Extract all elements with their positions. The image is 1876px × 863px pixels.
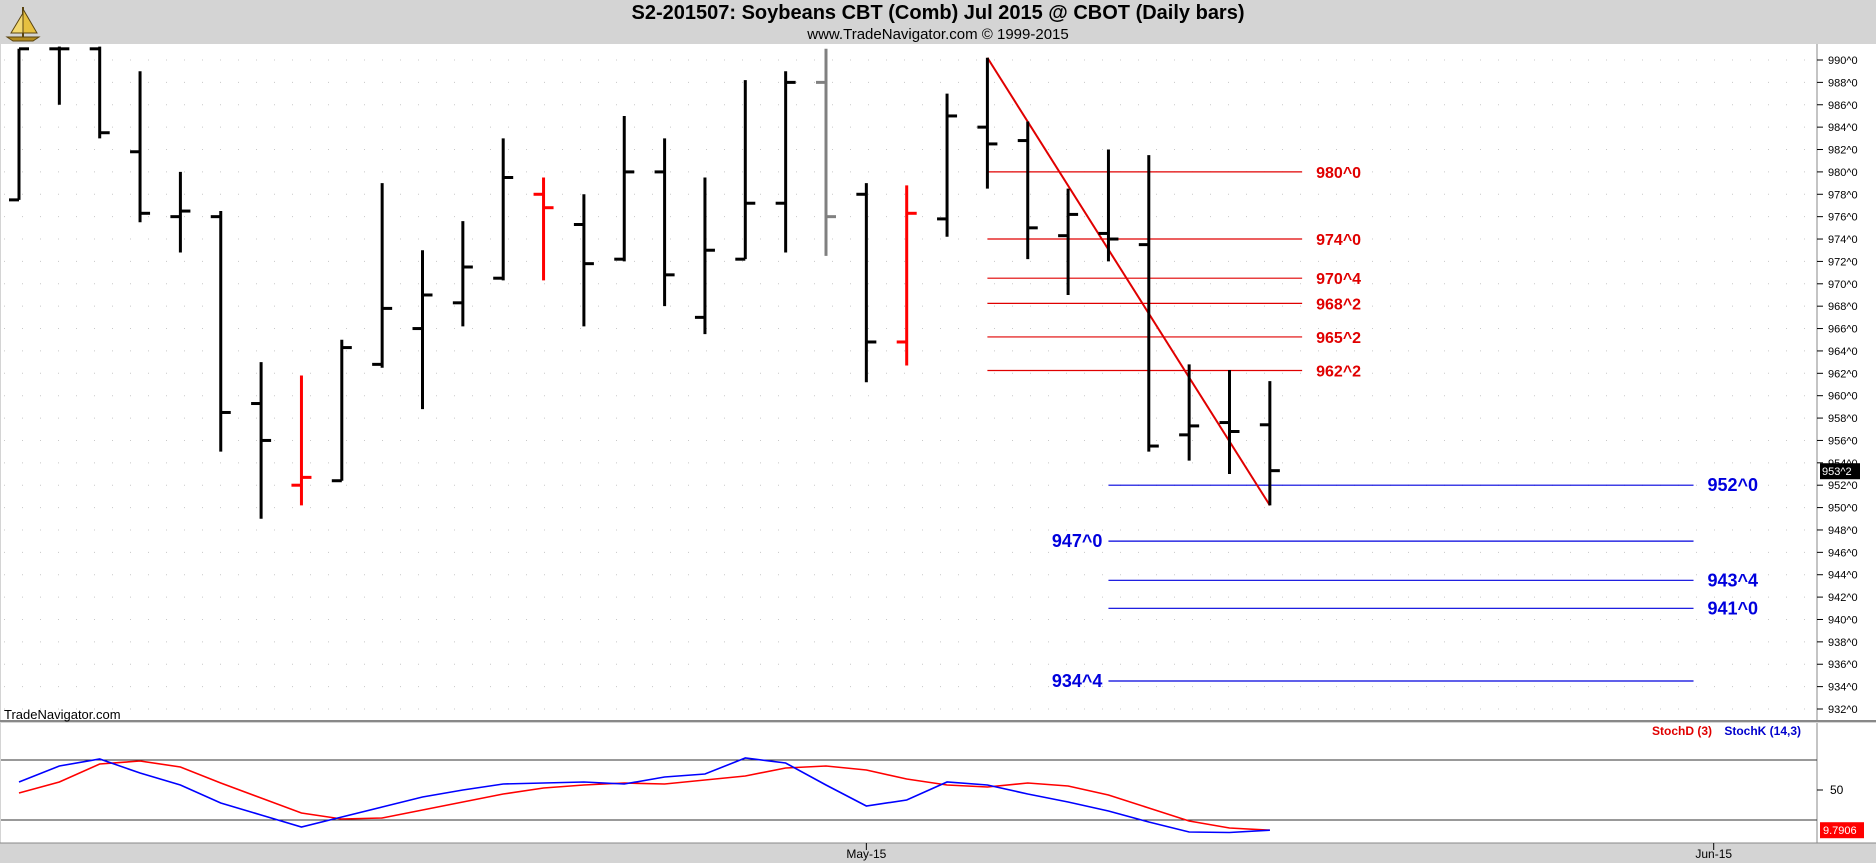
ohlc-bar bbox=[533, 177, 554, 281]
y-tick-label: 974^0 bbox=[1828, 234, 1858, 246]
current-price-label: 953^2 bbox=[1822, 466, 1852, 478]
y-tick-label: 980^0 bbox=[1828, 167, 1858, 179]
y-tick-label: 946^0 bbox=[1828, 547, 1858, 559]
y-tick-label: 976^0 bbox=[1828, 212, 1858, 224]
trendline bbox=[986, 57, 1271, 506]
y-tick-label: 962^0 bbox=[1828, 368, 1858, 380]
y-tick-label: 972^0 bbox=[1828, 256, 1858, 268]
y-tick-label: 968^0 bbox=[1828, 301, 1858, 313]
stoch-series-line bbox=[18, 757, 1270, 834]
stoch-current-marker bbox=[1820, 822, 1864, 839]
level-label: 968^2 bbox=[1316, 296, 1361, 313]
chart-title: S2-201507: Soybeans CBT (Comb) Jul 2015 … bbox=[631, 2, 1245, 24]
ohlc-bar bbox=[614, 115, 635, 262]
stoch-y-tick-label: 50 bbox=[1830, 783, 1844, 797]
y-tick-label: 990^0 bbox=[1828, 55, 1858, 67]
ohlc-bar bbox=[291, 375, 312, 506]
ohlc-bar bbox=[896, 185, 917, 366]
y-tick-label: 952^0 bbox=[1828, 480, 1858, 492]
level-label: 941^0 bbox=[1708, 598, 1759, 618]
ohlc-bar bbox=[735, 80, 756, 261]
level-label: 965^2 bbox=[1316, 330, 1361, 347]
y-tick-label: 940^0 bbox=[1828, 614, 1858, 626]
ohlc-bar bbox=[412, 250, 433, 410]
ohlc-bar bbox=[654, 138, 675, 307]
stoch-series-line bbox=[18, 760, 1270, 831]
ohlc-bar bbox=[694, 177, 715, 335]
y-tick-label: 984^0 bbox=[1828, 122, 1858, 134]
ohlc-bar bbox=[1179, 364, 1200, 461]
level-label: 974^0 bbox=[1316, 232, 1361, 249]
ohlc-bar bbox=[452, 221, 473, 327]
y-tick-label: 964^0 bbox=[1828, 346, 1858, 358]
ohlc-bar bbox=[1098, 149, 1119, 262]
legend-stochd: StochD (3) bbox=[1652, 724, 1712, 738]
y-tick-label: 944^0 bbox=[1828, 570, 1858, 582]
level-label: 980^0 bbox=[1316, 165, 1361, 182]
ohlc-bar bbox=[775, 71, 796, 253]
y-tick-label: 938^0 bbox=[1828, 637, 1858, 649]
y-tick-label: 958^0 bbox=[1828, 413, 1858, 425]
ohlc-bar bbox=[89, 46, 110, 139]
ohlc-bar bbox=[1259, 381, 1280, 506]
y-tick-label: 932^0 bbox=[1828, 704, 1858, 716]
ohlc-bar bbox=[9, 47, 29, 202]
ohlc-bar bbox=[372, 183, 393, 368]
y-tick-label: 950^0 bbox=[1828, 503, 1858, 515]
price-axis-panel bbox=[1817, 44, 1876, 720]
y-tick-label: 960^0 bbox=[1828, 391, 1858, 403]
ohlc-bar bbox=[1017, 121, 1038, 260]
ohlc-bar bbox=[170, 171, 191, 253]
ohlc-bar bbox=[331, 339, 352, 483]
price-plot-area bbox=[1, 44, 1817, 720]
tradenavigator-logo-icon bbox=[5, 7, 41, 42]
stoch-current-label: 9.7906 bbox=[1823, 825, 1857, 837]
legend-stochk: StochK (14,3) bbox=[1724, 724, 1801, 738]
ohlc-bar bbox=[210, 211, 231, 452]
y-tick-label: 942^0 bbox=[1828, 592, 1858, 604]
ohlc-bar bbox=[573, 194, 594, 327]
y-tick-label: 982^0 bbox=[1828, 145, 1858, 157]
level-label: 947^0 bbox=[1052, 531, 1103, 551]
ohlc-bar bbox=[977, 57, 998, 189]
y-tick-label: 948^0 bbox=[1828, 525, 1858, 537]
level-label: 952^0 bbox=[1708, 475, 1759, 495]
ohlc-bar bbox=[49, 46, 70, 105]
x-tick-label: May-15 bbox=[846, 847, 886, 861]
level-label: 962^2 bbox=[1316, 364, 1361, 381]
current-price-marker bbox=[1820, 463, 1860, 480]
level-label: 943^4 bbox=[1708, 570, 1759, 590]
ohlc-bar bbox=[856, 183, 877, 383]
y-tick-label: 966^0 bbox=[1828, 324, 1858, 336]
ohlc-bar bbox=[251, 362, 272, 519]
watermark-text: TradeNavigator.com bbox=[4, 707, 121, 722]
y-tick-label: 970^0 bbox=[1828, 279, 1858, 291]
ohlc-bar bbox=[816, 48, 836, 256]
y-tick-label: 978^0 bbox=[1828, 189, 1858, 201]
ohlc-bar bbox=[1219, 369, 1240, 475]
y-tick-label: 936^0 bbox=[1828, 659, 1858, 671]
ohlc-bar bbox=[1138, 155, 1159, 452]
stoch-plot-area bbox=[1, 723, 1817, 843]
ohlc-bar bbox=[937, 93, 958, 237]
level-label: 934^4 bbox=[1052, 671, 1103, 691]
level-label: 970^4 bbox=[1316, 271, 1361, 288]
ohlc-bar bbox=[493, 138, 514, 281]
ohlc-bar bbox=[1058, 188, 1079, 295]
chart-subtitle: www.TradeNavigator.com © 1999-2015 bbox=[807, 26, 1069, 43]
x-tick-label: Jun-15 bbox=[1695, 847, 1732, 861]
y-tick-label: 956^0 bbox=[1828, 435, 1858, 447]
ohlc-bar bbox=[130, 71, 151, 223]
y-tick-label: 934^0 bbox=[1828, 682, 1858, 694]
y-tick-label: 988^0 bbox=[1828, 77, 1858, 89]
y-tick-label: 986^0 bbox=[1828, 100, 1858, 112]
